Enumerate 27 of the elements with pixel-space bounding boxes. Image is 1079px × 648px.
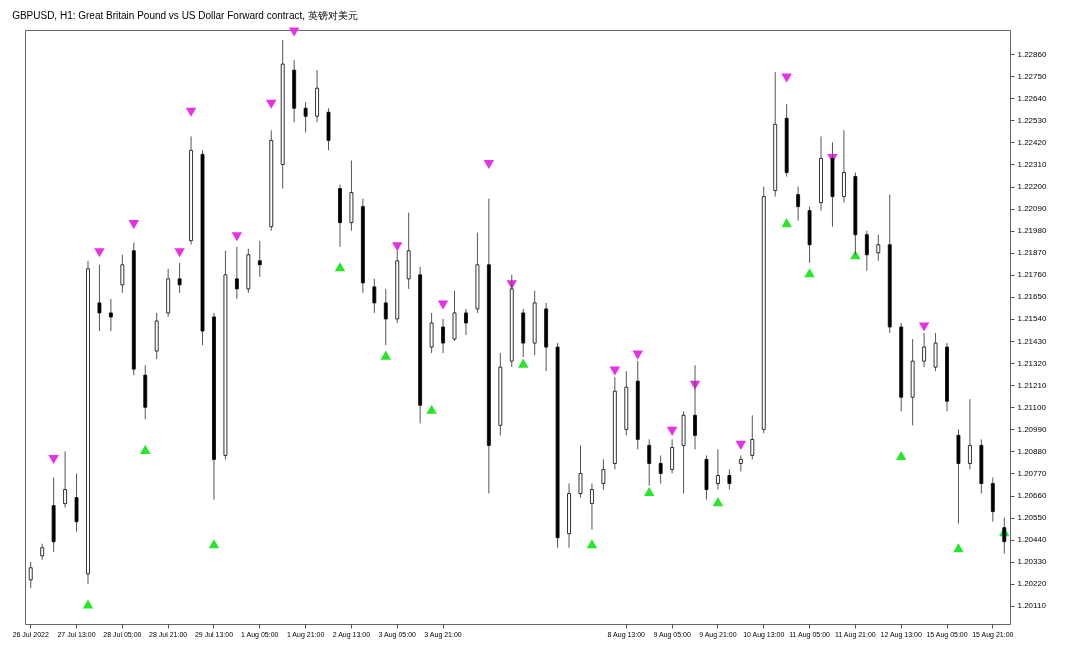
y-tick-label: 1.21870 bbox=[1017, 248, 1047, 258]
y-tick-label: 1.21430 bbox=[1017, 336, 1047, 346]
y-tick-label: 1.21760 bbox=[1017, 270, 1047, 280]
y-tick-label: 1.21100 bbox=[1017, 402, 1047, 412]
y-tick-label: 1.22750 bbox=[1017, 71, 1047, 81]
y-tick-label: 1.20330 bbox=[1017, 557, 1047, 567]
y-tick-label: 1.22090 bbox=[1017, 204, 1047, 214]
y-tick-label: 1.20880 bbox=[1017, 446, 1047, 456]
y-tick-label: 1.20220 bbox=[1017, 579, 1047, 589]
y-tick-label: 1.20660 bbox=[1017, 491, 1047, 501]
y-tick-label: 1.22640 bbox=[1017, 93, 1047, 103]
y-tick-label: 1.20990 bbox=[1017, 424, 1047, 434]
y-tick-label: 1.21320 bbox=[1017, 358, 1047, 368]
y-tick-label: 1.21210 bbox=[1017, 380, 1047, 390]
y-tick-label: 1.20110 bbox=[1017, 601, 1047, 611]
y-tick-label: 1.22420 bbox=[1017, 137, 1047, 147]
y-tick-label: 1.20770 bbox=[1017, 468, 1047, 478]
y-tick-label: 1.22200 bbox=[1017, 182, 1047, 192]
y-tick-label: 1.22860 bbox=[1017, 49, 1047, 59]
y-tick-label: 1.21540 bbox=[1017, 314, 1047, 324]
chart-title: GBPUSD, H1: Great Britain Pound vs US Dollar Forward contract, 英镑对美元 bbox=[12, 10, 358, 22]
y-tick-label: 1.20440 bbox=[1017, 535, 1047, 545]
y-tick-label: 1.22530 bbox=[1017, 115, 1047, 125]
y-tick-label: 1.21980 bbox=[1017, 226, 1047, 236]
y-tick-label: 1.22310 bbox=[1017, 159, 1047, 169]
y-tick-label: 1.20550 bbox=[1017, 513, 1047, 523]
y-tick-label: 1.21650 bbox=[1017, 292, 1047, 302]
